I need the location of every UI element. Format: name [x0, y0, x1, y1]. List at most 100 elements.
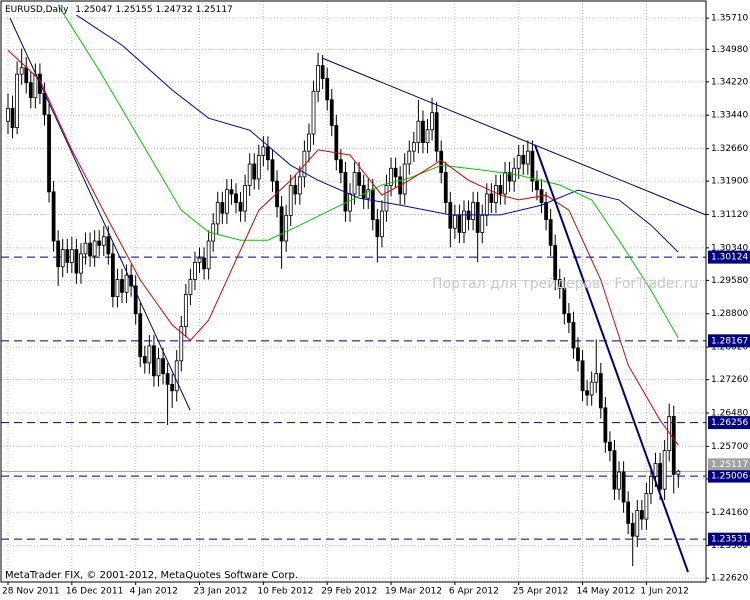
chart-header: EURUSD,Daily 1.25047 1.25155 1.24732 1.2… — [5, 5, 233, 15]
candle-body — [580, 360, 585, 392]
candle-body — [421, 120, 425, 144]
candle-body — [120, 279, 124, 293]
candle-body — [142, 356, 147, 364]
candle-body — [161, 358, 165, 375]
candle-body — [562, 287, 567, 315]
y-tick-label: 1.22620 — [711, 574, 748, 584]
header-high: 1.25155 — [115, 5, 152, 15]
level-label: 1.28167 — [711, 336, 748, 346]
y-tick-label: 1.33440 — [711, 111, 748, 121]
candle-body — [566, 313, 571, 323]
candle-body — [47, 114, 51, 193]
candle-body — [174, 360, 179, 392]
candle-body — [361, 184, 366, 199]
candle-body — [33, 73, 38, 99]
y-tick-label: 1.32660 — [711, 144, 748, 154]
candle-body — [548, 219, 553, 246]
y-tick-label: 1.31120 — [711, 210, 748, 220]
candle-body — [617, 471, 621, 490]
candle-body — [370, 189, 375, 221]
candle-body — [106, 236, 111, 255]
moving-average — [76, 14, 679, 253]
y-tick-label: 1.23380 — [711, 541, 748, 551]
candle-body — [489, 193, 494, 203]
candle-body — [307, 133, 311, 152]
header-open: 1.25047 — [75, 5, 112, 15]
level-label-bg — [708, 416, 750, 430]
candle-body — [676, 470, 681, 475]
candle-body — [525, 150, 530, 165]
candle-body — [480, 214, 485, 233]
level-label: 1.23531 — [711, 535, 748, 545]
candle-body — [297, 176, 302, 195]
y-tick-label: 1.25700 — [711, 442, 748, 452]
level-label-bg — [708, 250, 750, 264]
candle-body — [238, 202, 243, 212]
x-tick-label: 23 Jan 2012 — [194, 587, 248, 597]
y-tick-label: 1.24160 — [711, 508, 748, 518]
candle-body — [612, 450, 617, 490]
candle-body — [484, 193, 489, 216]
candle-body — [152, 345, 156, 377]
candle-body — [535, 180, 539, 191]
candle-body — [544, 202, 548, 221]
candle-body — [462, 210, 466, 233]
trendline — [534, 144, 689, 573]
candle-body — [56, 240, 61, 268]
candle-body — [51, 191, 56, 242]
candle-body — [256, 155, 261, 180]
candle-body — [28, 82, 33, 99]
level-label: 1.25006 — [711, 472, 748, 482]
candle-body — [293, 184, 298, 195]
x-tick-label: 1 Jun 2012 — [640, 587, 688, 597]
trendline — [321, 57, 707, 216]
candle-body — [443, 172, 448, 203]
candle-body — [92, 240, 97, 257]
candle-body — [252, 163, 257, 180]
candle-body — [97, 240, 102, 246]
x-tick-label: 6 Apr 2012 — [449, 587, 499, 597]
candle-body — [19, 67, 24, 75]
candle-body — [266, 146, 270, 161]
level-label-bg — [708, 469, 750, 483]
candle-body — [530, 150, 535, 182]
candle-body — [475, 202, 480, 233]
y-tick-label: 1.34220 — [711, 77, 748, 87]
x-tick-label: 28 Nov 2011 — [2, 587, 60, 597]
candle-body — [553, 244, 558, 280]
candle-body — [79, 253, 83, 274]
candle-body — [247, 163, 252, 186]
candle-body — [170, 383, 175, 392]
candle-body — [279, 206, 284, 242]
candle-body — [65, 249, 70, 263]
candle-body — [320, 65, 325, 79]
candle-body — [188, 279, 193, 295]
price-axis: 1.35710 1.34980 1.34220 1.33440 1.32660 1.319… — [2, 14, 750, 597]
candle-body — [6, 107, 10, 122]
candle-body — [183, 294, 188, 327]
candle-body — [229, 189, 234, 195]
candle-body — [316, 65, 320, 92]
footer: MetaTrader FIX, © 2001-2012, MetaQuotes … — [5, 570, 298, 581]
x-tick-label: 10 Feb 2012 — [257, 587, 313, 597]
candle-body — [179, 326, 184, 362]
candle-body — [261, 146, 266, 156]
y-tick-label: 1.28800 — [711, 309, 748, 319]
candle-body — [521, 155, 526, 165]
x-tick-label: 29 Feb 2012 — [321, 587, 377, 597]
marks — [6, 5, 681, 567]
candle-body — [439, 150, 444, 173]
candle-body — [206, 240, 211, 270]
candle-body — [498, 184, 503, 195]
candle-body — [598, 373, 603, 409]
y-tick-label: 1.28020 — [711, 343, 748, 353]
current-price-label: 1.25117 — [711, 460, 748, 470]
level-label: 1.30124 — [711, 253, 748, 263]
plot-frame — [0, 0, 707, 583]
candle-body — [243, 184, 248, 212]
candle-body — [74, 249, 79, 274]
x-tick-label: 4 Jan 2012 — [130, 587, 178, 597]
candle-body — [603, 407, 608, 443]
candle-body — [585, 390, 590, 396]
candle-body — [571, 321, 576, 349]
